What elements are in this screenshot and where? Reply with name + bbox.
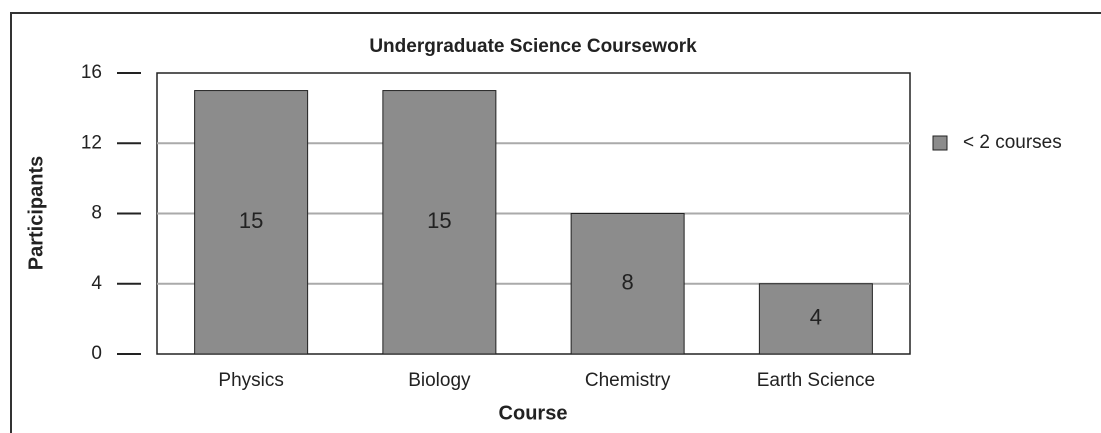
y-tick-label: 8 <box>91 203 102 224</box>
bar <box>758 283 873 355</box>
y-tick-label: 16 <box>81 62 102 83</box>
y-tick-label: 4 <box>91 273 102 294</box>
data-label: 15 <box>427 208 451 233</box>
data-label: 8 <box>622 270 634 295</box>
x-tick-label: Earth Science <box>757 370 875 391</box>
legend-label: < 2 courses <box>963 132 1062 153</box>
legend-swatch <box>932 135 948 151</box>
y-axis-label: Participants <box>25 156 47 270</box>
bar <box>194 90 309 355</box>
data-label: 15 <box>239 208 263 233</box>
y-tick-label: 12 <box>81 132 102 153</box>
bar <box>382 90 497 355</box>
x-tick-label: Biology <box>408 370 471 391</box>
x-axis-label: Course <box>499 402 568 424</box>
bar <box>570 213 685 355</box>
frame <box>10 12 1101 433</box>
data-label: 4 <box>810 305 822 330</box>
chart-title: Undergraduate Science Coursework <box>369 36 697 57</box>
x-tick-label: Chemistry <box>585 370 671 391</box>
x-tick-label: Physics <box>218 370 283 391</box>
y-tick-label: 0 <box>91 343 102 364</box>
